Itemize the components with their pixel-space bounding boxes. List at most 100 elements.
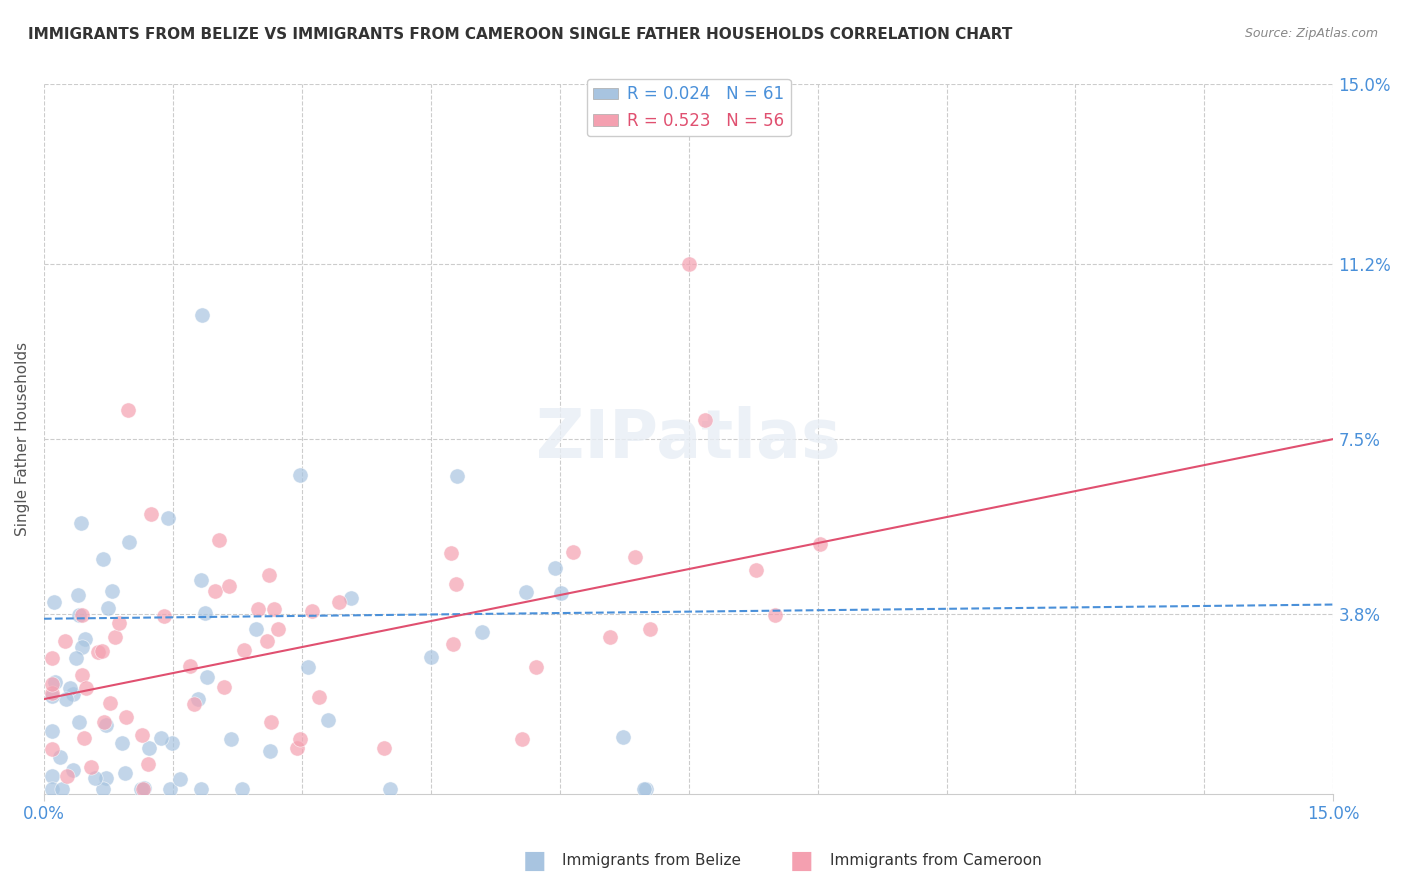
Point — [214, 680, 236, 694]
Point — [73, 731, 96, 745]
Point — [91, 552, 114, 566]
Point — [41, 781, 63, 796]
Point — [96, 718, 118, 732]
Point — [53, 634, 76, 648]
Point — [79, 759, 101, 773]
Point — [260, 714, 283, 729]
Point — [328, 595, 350, 609]
Point — [340, 591, 363, 605]
Point — [159, 781, 181, 796]
Text: ■: ■ — [790, 849, 813, 872]
Point — [62, 763, 84, 777]
Point — [59, 681, 82, 695]
Point — [132, 781, 155, 796]
Point — [378, 781, 401, 796]
Point — [550, 586, 572, 600]
Point — [695, 413, 717, 427]
Point — [73, 632, 96, 646]
Point — [41, 724, 63, 739]
Text: ■: ■ — [523, 849, 546, 872]
Point — [49, 750, 72, 764]
Point — [808, 537, 831, 551]
Point — [373, 741, 395, 756]
Point — [114, 710, 136, 724]
Point — [515, 585, 537, 599]
Point — [70, 668, 93, 682]
Point — [97, 601, 120, 615]
Point — [179, 659, 201, 673]
Point — [745, 563, 768, 577]
Point — [51, 781, 73, 796]
Point — [70, 608, 93, 623]
Text: Immigrants from Belize: Immigrants from Belize — [562, 854, 741, 868]
Point — [129, 781, 152, 796]
Point — [67, 588, 90, 602]
Point — [93, 714, 115, 729]
Point — [599, 630, 621, 644]
Point — [41, 686, 63, 700]
Point — [256, 633, 278, 648]
Point — [138, 741, 160, 756]
Point — [612, 730, 634, 744]
Point — [510, 732, 533, 747]
Point — [624, 549, 647, 564]
Point — [55, 692, 77, 706]
Point — [290, 468, 312, 483]
Point — [132, 781, 155, 796]
Point — [41, 650, 63, 665]
Point — [183, 697, 205, 711]
Point — [562, 545, 585, 559]
Point — [190, 574, 212, 588]
Point — [231, 781, 253, 796]
Point — [208, 533, 231, 548]
Point — [288, 732, 311, 747]
Y-axis label: Single Father Households: Single Father Households — [15, 342, 30, 536]
Point — [301, 604, 323, 618]
Point — [247, 602, 270, 616]
Text: Immigrants from Cameroon: Immigrants from Cameroon — [830, 854, 1042, 868]
Legend: R = 0.024   N = 61, R = 0.523   N = 56: R = 0.024 N = 61, R = 0.523 N = 56 — [586, 78, 790, 136]
Point — [316, 713, 339, 727]
Point — [65, 650, 87, 665]
Point — [117, 402, 139, 417]
Point — [471, 625, 494, 640]
Point — [308, 690, 330, 704]
Point — [763, 607, 786, 622]
Point — [44, 675, 66, 690]
Point — [187, 692, 209, 706]
Point — [67, 608, 90, 623]
Point — [157, 511, 180, 525]
Point — [96, 772, 118, 786]
Point — [138, 757, 160, 772]
Point — [524, 660, 547, 674]
Point — [259, 744, 281, 758]
Point — [219, 731, 242, 746]
Point — [544, 560, 567, 574]
Point — [191, 308, 214, 322]
Point — [439, 546, 461, 560]
Point — [87, 645, 110, 659]
Point — [638, 622, 661, 636]
Point — [44, 595, 66, 609]
Point — [41, 677, 63, 691]
Point — [446, 468, 468, 483]
Point — [104, 630, 127, 644]
Point — [263, 601, 285, 615]
Point — [150, 731, 173, 745]
Point — [75, 681, 97, 695]
Point — [41, 742, 63, 756]
Point — [70, 640, 93, 654]
Point — [194, 606, 217, 620]
Point — [153, 608, 176, 623]
Point — [285, 741, 308, 756]
Point — [56, 769, 79, 783]
Point — [91, 781, 114, 796]
Point — [108, 616, 131, 631]
Point — [111, 735, 134, 749]
Text: ZIPatlas: ZIPatlas — [536, 406, 841, 472]
Point — [169, 772, 191, 786]
Point — [91, 644, 114, 658]
Point — [678, 257, 700, 271]
Point — [67, 715, 90, 730]
Point — [190, 781, 212, 796]
